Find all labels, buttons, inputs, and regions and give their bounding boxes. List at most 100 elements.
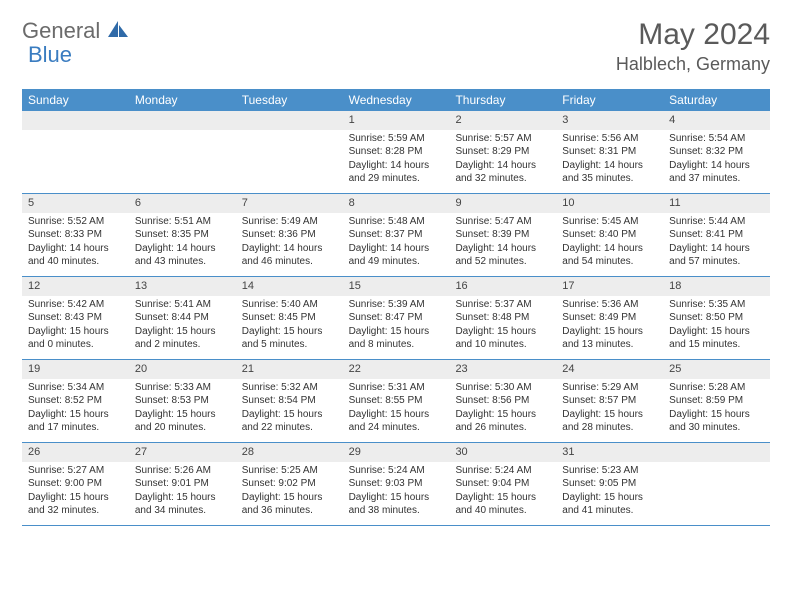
day-number: 15 <box>343 277 450 296</box>
daylight-line1: Daylight: 14 hours <box>455 242 550 256</box>
daylight-line1: Daylight: 15 hours <box>455 491 550 505</box>
sunset-text: Sunset: 8:57 PM <box>562 394 657 408</box>
title-block: May 2024 Halblech, Germany <box>616 18 770 75</box>
daylight-line1: Daylight: 14 hours <box>349 242 444 256</box>
day-number: 30 <box>449 443 556 462</box>
sunset-text: Sunset: 8:35 PM <box>135 228 230 242</box>
day-number: 12 <box>22 277 129 296</box>
day-body: Sunrise: 5:24 AMSunset: 9:03 PMDaylight:… <box>343 462 450 522</box>
day-number: 19 <box>22 360 129 379</box>
day-cell: 26Sunrise: 5:27 AMSunset: 9:00 PMDayligh… <box>22 443 129 525</box>
sunset-text: Sunset: 8:49 PM <box>562 311 657 325</box>
daylight-line1: Daylight: 15 hours <box>28 491 123 505</box>
daylight-line2: and 29 minutes. <box>349 172 444 186</box>
daylight-line2: and 49 minutes. <box>349 255 444 269</box>
sunrise-text: Sunrise: 5:52 AM <box>28 215 123 229</box>
day-cell: 24Sunrise: 5:29 AMSunset: 8:57 PMDayligh… <box>556 360 663 442</box>
day-body: Sunrise: 5:27 AMSunset: 9:00 PMDaylight:… <box>22 462 129 522</box>
sunrise-text: Sunrise: 5:24 AM <box>455 464 550 478</box>
day-cell: 30Sunrise: 5:24 AMSunset: 9:04 PMDayligh… <box>449 443 556 525</box>
sunrise-text: Sunrise: 5:44 AM <box>669 215 764 229</box>
day-cell: 3Sunrise: 5:56 AMSunset: 8:31 PMDaylight… <box>556 111 663 193</box>
day-cell <box>236 111 343 193</box>
daylight-line2: and 2 minutes. <box>135 338 230 352</box>
daylight-line2: and 0 minutes. <box>28 338 123 352</box>
sunset-text: Sunset: 9:05 PM <box>562 477 657 491</box>
daylight-line1: Daylight: 14 hours <box>562 159 657 173</box>
sunrise-text: Sunrise: 5:47 AM <box>455 215 550 229</box>
day-cell <box>663 443 770 525</box>
daylight-line1: Daylight: 15 hours <box>242 325 337 339</box>
sunset-text: Sunset: 8:50 PM <box>669 311 764 325</box>
day-cell: 21Sunrise: 5:32 AMSunset: 8:54 PMDayligh… <box>236 360 343 442</box>
daylight-line1: Daylight: 15 hours <box>242 491 337 505</box>
sunrise-text: Sunrise: 5:36 AM <box>562 298 657 312</box>
day-number-empty <box>129 111 236 130</box>
week-row: 1Sunrise: 5:59 AMSunset: 8:28 PMDaylight… <box>22 111 770 194</box>
day-body: Sunrise: 5:35 AMSunset: 8:50 PMDaylight:… <box>663 296 770 356</box>
sunset-text: Sunset: 8:52 PM <box>28 394 123 408</box>
daylight-line2: and 38 minutes. <box>349 504 444 518</box>
sunset-text: Sunset: 8:53 PM <box>135 394 230 408</box>
day-number: 16 <box>449 277 556 296</box>
day-number: 9 <box>449 194 556 213</box>
day-number: 23 <box>449 360 556 379</box>
day-number: 13 <box>129 277 236 296</box>
day-cell: 16Sunrise: 5:37 AMSunset: 8:48 PMDayligh… <box>449 277 556 359</box>
day-cell: 6Sunrise: 5:51 AMSunset: 8:35 PMDaylight… <box>129 194 236 276</box>
daylight-line2: and 41 minutes. <box>562 504 657 518</box>
day-cell: 27Sunrise: 5:26 AMSunset: 9:01 PMDayligh… <box>129 443 236 525</box>
day-number: 7 <box>236 194 343 213</box>
sunrise-text: Sunrise: 5:51 AM <box>135 215 230 229</box>
sunrise-text: Sunrise: 5:23 AM <box>562 464 657 478</box>
day-number: 27 <box>129 443 236 462</box>
day-number: 3 <box>556 111 663 130</box>
day-body: Sunrise: 5:31 AMSunset: 8:55 PMDaylight:… <box>343 379 450 439</box>
weekday-header: SundayMondayTuesdayWednesdayThursdayFrid… <box>22 89 770 111</box>
day-cell: 22Sunrise: 5:31 AMSunset: 8:55 PMDayligh… <box>343 360 450 442</box>
day-cell: 28Sunrise: 5:25 AMSunset: 9:02 PMDayligh… <box>236 443 343 525</box>
weekday-label: Wednesday <box>343 89 450 111</box>
daylight-line2: and 52 minutes. <box>455 255 550 269</box>
sunset-text: Sunset: 8:28 PM <box>349 145 444 159</box>
day-body: Sunrise: 5:29 AMSunset: 8:57 PMDaylight:… <box>556 379 663 439</box>
daylight-line2: and 8 minutes. <box>349 338 444 352</box>
daylight-line1: Daylight: 15 hours <box>455 408 550 422</box>
daylight-line2: and 37 minutes. <box>669 172 764 186</box>
day-cell <box>129 111 236 193</box>
daylight-line2: and 26 minutes. <box>455 421 550 435</box>
day-number: 10 <box>556 194 663 213</box>
day-cell: 18Sunrise: 5:35 AMSunset: 8:50 PMDayligh… <box>663 277 770 359</box>
day-body: Sunrise: 5:36 AMSunset: 8:49 PMDaylight:… <box>556 296 663 356</box>
daylight-line2: and 40 minutes. <box>455 504 550 518</box>
day-cell: 29Sunrise: 5:24 AMSunset: 9:03 PMDayligh… <box>343 443 450 525</box>
daylight-line2: and 54 minutes. <box>562 255 657 269</box>
day-number: 21 <box>236 360 343 379</box>
day-cell: 17Sunrise: 5:36 AMSunset: 8:49 PMDayligh… <box>556 277 663 359</box>
daylight-line2: and 15 minutes. <box>669 338 764 352</box>
daylight-line1: Daylight: 15 hours <box>669 408 764 422</box>
day-body: Sunrise: 5:24 AMSunset: 9:04 PMDaylight:… <box>449 462 556 522</box>
daylight-line1: Daylight: 14 hours <box>455 159 550 173</box>
logo-sail-icon <box>106 19 130 44</box>
sunrise-text: Sunrise: 5:45 AM <box>562 215 657 229</box>
weekday-label: Monday <box>129 89 236 111</box>
sunrise-text: Sunrise: 5:49 AM <box>242 215 337 229</box>
sunset-text: Sunset: 8:33 PM <box>28 228 123 242</box>
day-cell: 20Sunrise: 5:33 AMSunset: 8:53 PMDayligh… <box>129 360 236 442</box>
day-number: 14 <box>236 277 343 296</box>
sunrise-text: Sunrise: 5:37 AM <box>455 298 550 312</box>
sunrise-text: Sunrise: 5:34 AM <box>28 381 123 395</box>
sunrise-text: Sunrise: 5:29 AM <box>562 381 657 395</box>
day-number: 26 <box>22 443 129 462</box>
sunset-text: Sunset: 8:44 PM <box>135 311 230 325</box>
month-title: May 2024 <box>616 18 770 52</box>
day-cell: 5Sunrise: 5:52 AMSunset: 8:33 PMDaylight… <box>22 194 129 276</box>
sunset-text: Sunset: 9:03 PM <box>349 477 444 491</box>
sunrise-text: Sunrise: 5:41 AM <box>135 298 230 312</box>
day-number: 20 <box>129 360 236 379</box>
sunrise-text: Sunrise: 5:32 AM <box>242 381 337 395</box>
weekday-label: Sunday <box>22 89 129 111</box>
weekday-label: Saturday <box>663 89 770 111</box>
sunrise-text: Sunrise: 5:33 AM <box>135 381 230 395</box>
